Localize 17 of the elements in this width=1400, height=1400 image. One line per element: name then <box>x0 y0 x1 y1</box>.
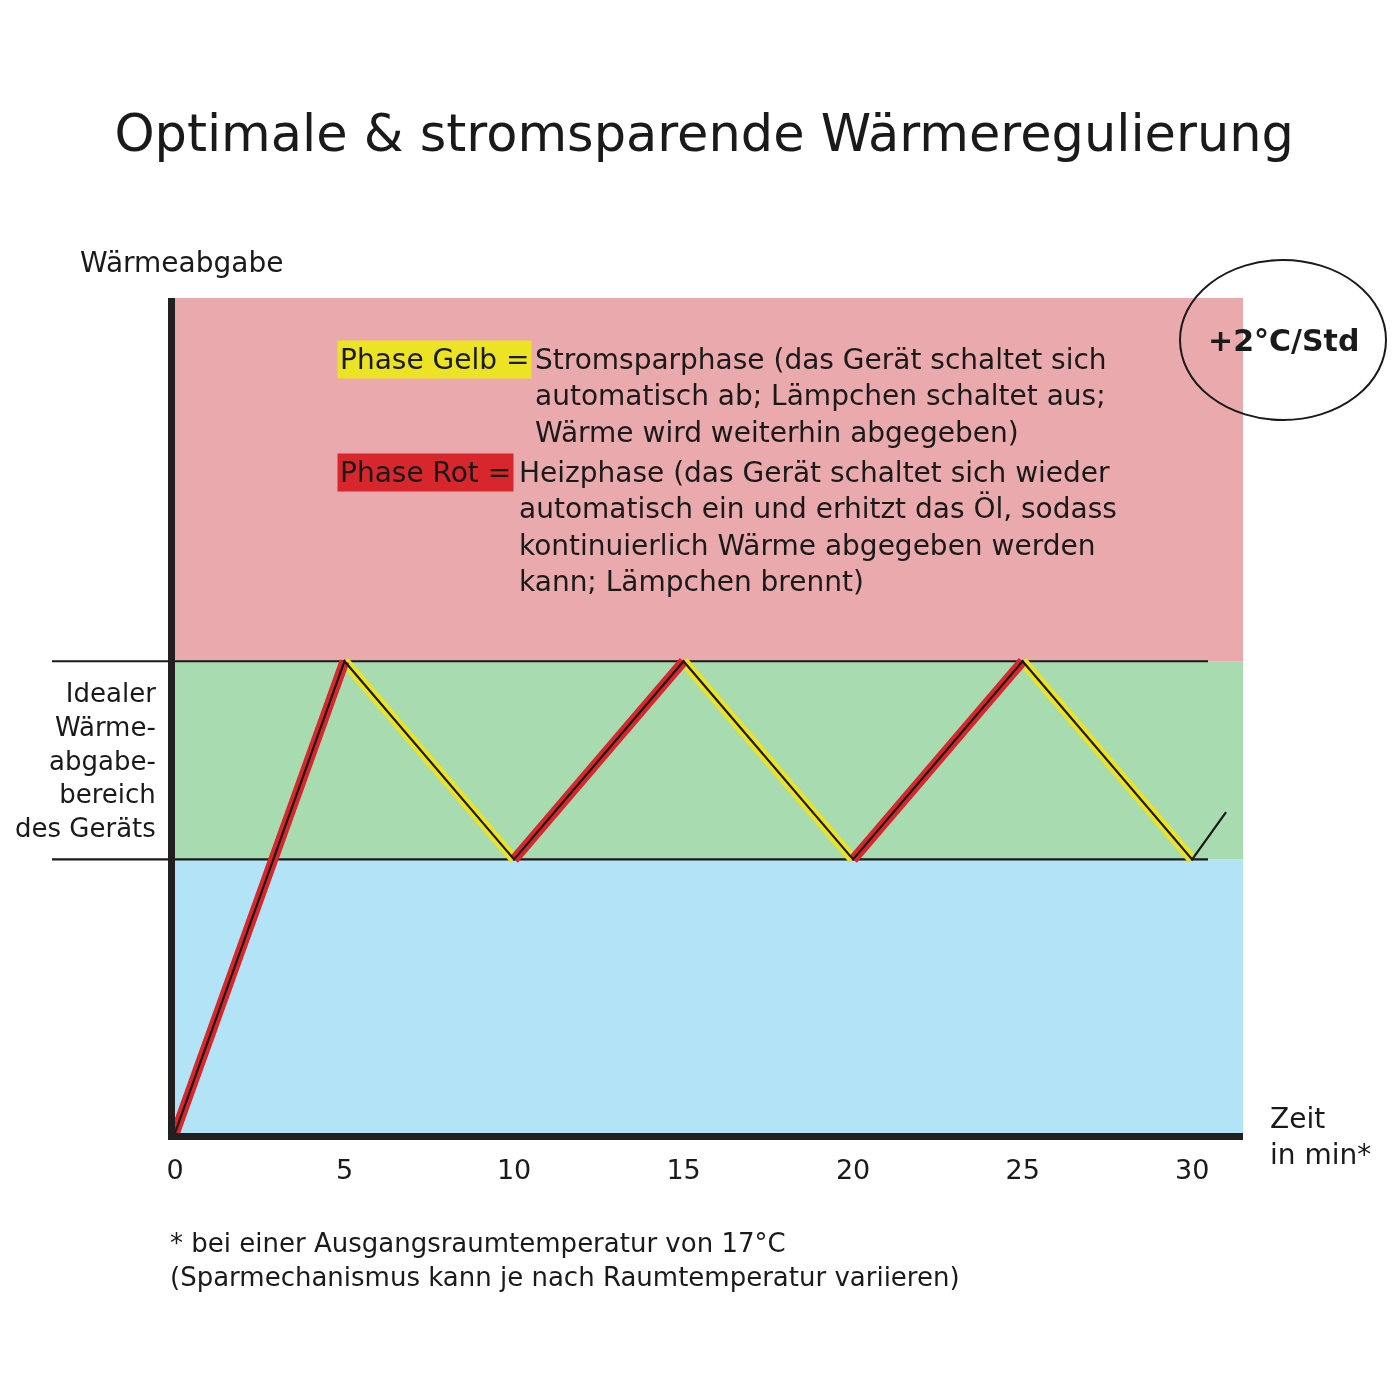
band-label: Idealer Wärme- abgabe- bereich des Geräts <box>15 678 157 844</box>
text: +2°C/Std <box>1208 323 1360 358</box>
x-tick-label: 10 <box>496 1154 532 1185</box>
text: * bei einer Ausgangsraumtemperatur von 17°C (Sparmechanismus kann je nach Raumtemperatur variieren) <box>170 1228 960 1292</box>
text: Wärmeabgabe <box>80 246 284 279</box>
text: Heizphase (das Gerät schaltet sich wieder automatisch ein und erhitzt das Öl, sodass kontinuierlich Wärme abgegeben werden kann; Lämpchen brennt) <box>519 456 1117 599</box>
text: Phase Rot = <box>340 456 512 489</box>
x-tick-label: 20 <box>835 1154 871 1185</box>
x-tick-label: 5 <box>335 1154 354 1185</box>
x-tick-label: 0 <box>166 1154 184 1185</box>
x-tick-label: 30 <box>1174 1154 1210 1185</box>
text: Phase Gelb = <box>340 343 530 376</box>
x-tick-label: 25 <box>1005 1154 1040 1185</box>
chart-title: Optimale & stromsparende Wärmeregulierung <box>114 103 1294 163</box>
x-tick-label: 15 <box>666 1154 701 1185</box>
x-axis-title: Zeit in min* <box>1270 1102 1372 1172</box>
text: Stromsparphase (das Gerät schaltet sich automatisch ab; Lämpchen schaltet aus; Wärme wird weiterhin abgegeben) <box>535 343 1107 449</box>
